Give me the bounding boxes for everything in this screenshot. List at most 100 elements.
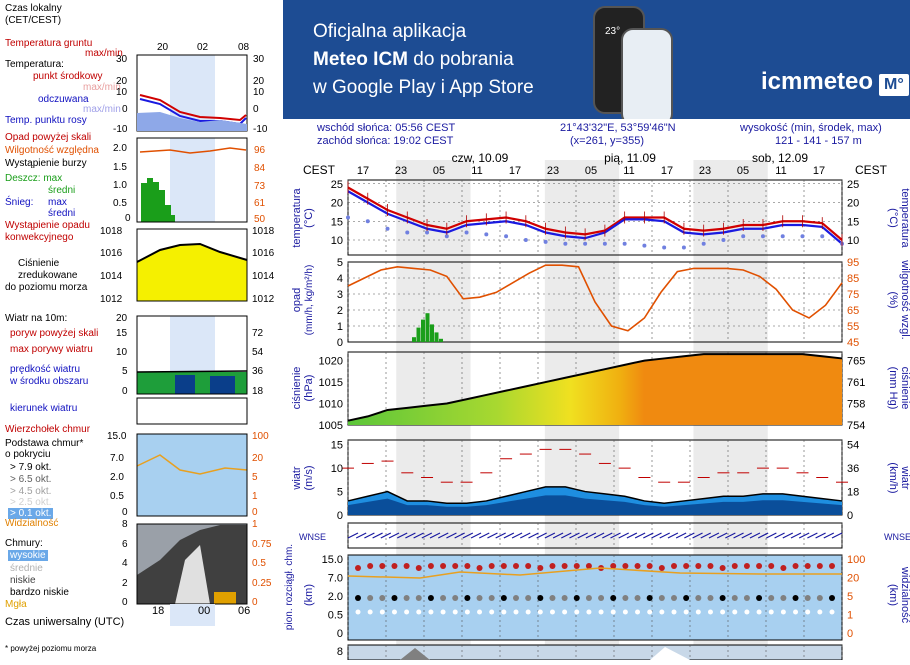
cloud-top-marker [367, 563, 374, 569]
low-cloud-marker [537, 609, 543, 615]
hum-tick: 55 [847, 321, 859, 333]
wind-direction-arrow [643, 532, 654, 539]
cloud-base-marker [756, 595, 763, 601]
app-promo-banner[interactable]: Oficjalna aplikacja Meteo ICM do pobrani… [283, 0, 910, 119]
legend-wilgotnosc: Wilgotność względna [5, 145, 99, 156]
cloud-base-marker [415, 595, 422, 601]
rain-bar [439, 338, 443, 342]
legend-rain-bar [141, 183, 147, 222]
cloud-top-marker [379, 563, 386, 569]
hum-axis-title: wilgotność wzgl. [899, 259, 910, 339]
opad-tick: 2 [337, 305, 343, 317]
legend-cc-rtick: 0.5 [252, 558, 266, 569]
cloud-top-marker [500, 563, 507, 569]
wind-tick-right: 18 [847, 487, 859, 499]
low-cloud-marker [428, 609, 434, 615]
low-cloud-marker [695, 609, 701, 615]
dew-point-marker [563, 241, 568, 246]
opad-tick: 1 [337, 321, 343, 333]
legend-wystapienie-opadu: Wystąpienie opadu [5, 220, 90, 231]
hum-tick: 85 [847, 273, 859, 285]
dew-point-marker [464, 230, 469, 235]
low-cloud-marker [513, 609, 519, 615]
legend-cc-light [175, 545, 210, 604]
dew-point-marker [681, 245, 686, 250]
wind-panel-frame [347, 439, 843, 516]
legend-temp-rtick: 30 [253, 54, 265, 65]
cloud-panel-frame [347, 554, 843, 641]
cloud-tick: 0.5 [328, 610, 343, 622]
legend-wind-tick: 5 [122, 366, 128, 377]
wind-direction-arrow [569, 532, 580, 539]
wind-direction-arrow [561, 532, 572, 539]
legend-press-rtick: 1014 [252, 271, 275, 282]
legend-max-min-faint: max/min [83, 82, 121, 93]
wind-direction-arrow [388, 532, 400, 539]
wind-direction-arrow [659, 532, 670, 539]
low-cloud-marker [647, 609, 653, 615]
legend-press-area [137, 244, 247, 301]
legend-max-min: max/min [85, 48, 123, 59]
legend-cloud-tick: 15.0 [107, 431, 127, 442]
wind-direction-arrow [798, 532, 810, 539]
wind-direction-arrow [675, 532, 687, 539]
cloud-top-marker [646, 563, 653, 569]
wind-direction-arrow [503, 532, 515, 539]
opad-tick: 4 [337, 273, 343, 285]
hour-label: 05 [585, 165, 597, 177]
meteogram-legend: Czas lokalny (CET/CEST) 20 02 08 Tempera… [0, 0, 283, 660]
cloud-base-marker [500, 595, 507, 601]
legend-do-poziomu: do poziomu morza [5, 282, 88, 293]
wind-direction-arrow [782, 532, 794, 539]
banner-line2-rest: do pobrania [408, 49, 514, 70]
legend-hour-06: 06 [238, 605, 251, 617]
day-label: czw, 10.09 [452, 151, 509, 165]
rain-bar [425, 313, 430, 342]
dir-panel-frame [347, 522, 843, 549]
wind-direction-arrow [405, 532, 416, 539]
wind-direction-arrow [708, 532, 720, 539]
cloud-base-marker [719, 595, 726, 601]
pressure-line [347, 353, 843, 422]
dew-point-marker [444, 234, 449, 239]
legend-cc-tick: 2 [122, 578, 128, 589]
cloud-tick: 2.0 [328, 591, 343, 603]
legend-cc-rtick: 0 [252, 597, 258, 608]
legend-hour-02: 02 [197, 42, 209, 53]
legend-press-rtick: 1018 [252, 226, 275, 237]
legend-czas-uniwersalny: Czas uniwersalny (UTC) [5, 616, 125, 628]
cloud-top-marker [403, 563, 410, 569]
legend-okt-25: > 2.5 okt. [10, 497, 52, 508]
dew-point-marker [385, 226, 390, 231]
wind-direction-arrow [544, 532, 556, 539]
legend-cet-cest: (CET/CEST) [5, 15, 62, 26]
hum-axis-unit: (%) [887, 291, 899, 308]
icmmeteo-logo: icmmeteo M° [761, 68, 909, 96]
legend-snieg: Śnieg: [5, 197, 34, 208]
cloud-top-marker [585, 563, 592, 569]
wind-direction-arrow [478, 532, 490, 539]
cloud-top-marker [658, 565, 665, 571]
wind-axis-title: wiatr [291, 466, 303, 491]
cloud-top-marker [537, 565, 544, 571]
legend-wierzcholek: Wierzchołek chmur [5, 424, 91, 435]
cloud-base-marker [488, 595, 495, 601]
dew-point-marker [701, 241, 706, 246]
low-cloud-marker [549, 609, 555, 615]
wind-direction-arrow [602, 532, 613, 539]
dew-point-marker [523, 238, 528, 242]
legend-burza: Wystąpienie burzy [5, 158, 87, 169]
legend-vis-tick: 20 [252, 453, 264, 464]
low-cloud-marker [489, 609, 495, 615]
cloud-base-marker [585, 595, 592, 601]
wind-tick: 10 [331, 463, 343, 475]
wind-direction-arrow [511, 532, 523, 539]
wind-direction-arrow [536, 532, 547, 539]
press-tick: 1005 [319, 420, 343, 432]
rain-bar [412, 337, 416, 342]
cloud-base-marker [464, 595, 471, 601]
wind-axis-unit: (m/s) [303, 465, 315, 490]
wind-line [347, 486, 843, 505]
cloud-base-marker [440, 595, 447, 601]
temp-tick-left: 10 [331, 235, 343, 247]
